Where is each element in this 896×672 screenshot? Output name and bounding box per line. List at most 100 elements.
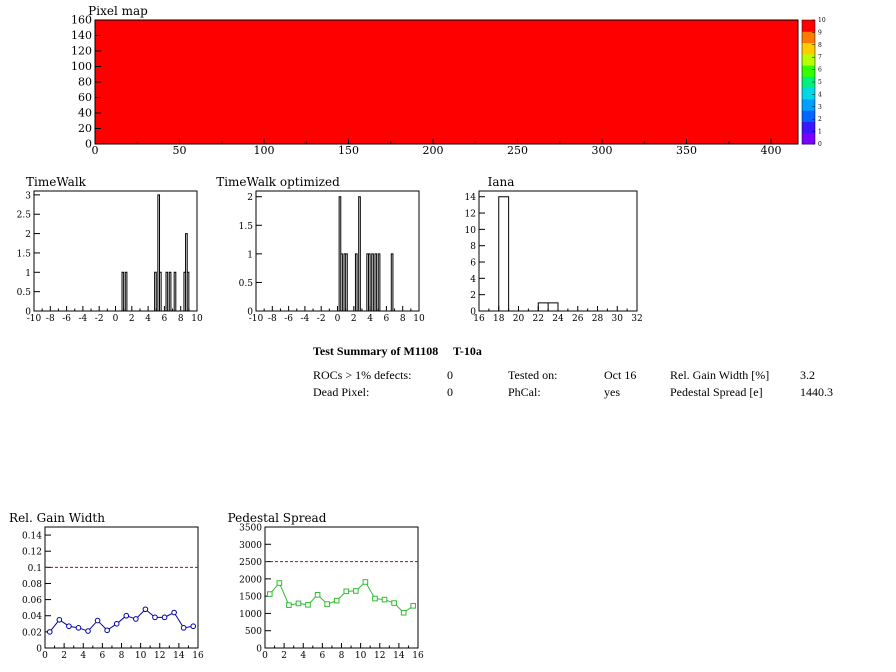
iana-y-tick-label: 0 [470, 308, 476, 318]
timewalk-y-tick-label: 0 [25, 308, 31, 318]
palette-tick-label: 1 [818, 129, 822, 136]
pixel-map-y-tick-label: 60 [78, 91, 92, 104]
timewalk-x-tick-label: -4 [79, 314, 88, 324]
palette-swatch [802, 20, 815, 32]
rel-gain-width-x-tick-label: 0 [42, 651, 48, 661]
timewalk-x-tick-label: -2 [95, 314, 104, 324]
timewalk-optimized-y-tick-label: 1.5 [239, 222, 254, 232]
timewalk-x-tick-label: 2 [129, 314, 135, 324]
pedestal-spread-x-tick-label: 2 [281, 651, 287, 661]
timewalk-optimized-x-tick-label: -8 [268, 314, 277, 324]
rel-gain-width-x-tick-label: 12 [154, 651, 165, 661]
pedestal-spread-x-tick-label: 0 [262, 651, 268, 661]
phcal-label: PhCal: [508, 385, 541, 399]
pixel-map-x-tick-label: 200 [422, 144, 443, 157]
rel-gain-width-x-tick-label: 16 [192, 651, 204, 661]
palette-tick-label: 4 [818, 91, 822, 98]
iana-x-tick-label: 26 [572, 314, 584, 324]
timewalk-y-tick-label: 2 [25, 230, 31, 240]
iana-y-tick-label: 8 [470, 242, 476, 252]
iana-y-tick-label: 6 [470, 259, 476, 269]
pixel-map-y-tick-label: 0 [85, 138, 92, 151]
pixel-map-y-tick-label: 120 [71, 45, 92, 58]
pixel-map-y-tick-label: 40 [78, 107, 92, 120]
pedestal-spread-x-tick-label: 12 [374, 651, 385, 661]
rel-gain-width-y-tick-label: 0.02 [22, 628, 42, 638]
timewalk-optimized-x-tick-label: -2 [317, 314, 326, 324]
rel-gain-width-y-tick-label: 0 [36, 645, 42, 655]
rel-gain-width-point [56, 616, 63, 623]
timewalk-optimized-x-tick-label: 10 [413, 314, 425, 324]
pedestal-spread-point [400, 609, 407, 616]
palette-tick-label: 9 [818, 29, 822, 36]
rocs-defects-label: ROCs > 1% defects: [313, 368, 412, 382]
pedestal-spread-label: Pedestal Spread [e] [670, 385, 763, 399]
timewalk-optimized-x-tick-label: 4 [367, 314, 373, 324]
timewalk-x-tick-label: 10 [191, 314, 203, 324]
pedestal-spread-x-tick-label: 14 [393, 651, 405, 661]
iana-x-tick-label: 32 [631, 314, 642, 324]
summary-title: Test Summary of M1108 T-10a [313, 344, 482, 358]
palette-tick-label: 0 [818, 141, 822, 148]
palette-swatch [802, 98, 815, 111]
rel-gain-width-y-tick-label: 0.12 [22, 548, 42, 558]
timewalk-optimized-title: TimeWalk optimized [216, 175, 340, 189]
rel-gain-width-point [133, 616, 139, 622]
timewalk-optimized-y-tick-label: 0.5 [239, 279, 254, 289]
timewalk-optimized-histogram-outline [256, 196, 419, 312]
iana-y-tick-label: 2 [470, 291, 476, 301]
rel-gain-width-x-tick-label: 14 [173, 651, 185, 661]
pedestal-spread-point [266, 591, 273, 597]
pedestal-spread-point [286, 602, 292, 608]
rel-gain-width-point [46, 629, 53, 635]
palette-tick-label: 7 [818, 54, 822, 61]
rel-gain-width-y-tick-label: 0.14 [22, 532, 42, 542]
pixel-map-y-tick-label: 20 [78, 122, 92, 135]
rel-gain-width-x-tick-label: 4 [80, 651, 86, 661]
pedestal-spread-value: 1440.3 [800, 385, 833, 399]
timewalk-y-tick-label: 0.5 [17, 288, 32, 298]
palette-swatch [802, 121, 815, 134]
rel-gain-width-y-tick-label: 0.04 [22, 612, 42, 622]
pixel-map-title: Pixel map [88, 4, 148, 18]
palette-swatch [802, 42, 815, 55]
palette-tick-label: 5 [818, 79, 822, 86]
timewalk-optimized-frame [255, 190, 420, 312]
timewalk-frame [33, 190, 198, 312]
pixel-map-x-tick-label: 250 [507, 144, 528, 157]
pixel-map-x-tick-label: 350 [676, 144, 697, 157]
tested-on-value: Oct 16 [604, 368, 637, 382]
pedestal-spread-x-tick-label: 6 [320, 651, 326, 661]
timewalk-y-tick-label: 3 [25, 191, 31, 201]
iana-y-tick-label: 12 [465, 210, 476, 220]
timewalk-optimized-x-tick-label: 6 [384, 314, 390, 324]
rel-gain-width-point [75, 625, 82, 631]
iana-x-tick-label: 20 [513, 314, 525, 324]
rel-gain-width-y-tick-label: 0.06 [22, 596, 42, 606]
pedestal-spread-point [362, 579, 369, 585]
timewalk-x-tick-label: 8 [178, 314, 184, 324]
dead-pixel-value: 0 [447, 385, 453, 399]
palette-tick-label: 8 [818, 42, 822, 49]
timewalk-optimized-x-tick-label: -6 [284, 314, 293, 324]
pedestal-spread-point [391, 600, 397, 606]
palette-swatch [802, 31, 815, 44]
timewalk-x-tick-label: -10 [27, 314, 42, 324]
palette-swatch [802, 65, 815, 77]
rel-gain-width-point [94, 617, 101, 624]
pedestal-spread-x-tick-label: 10 [355, 651, 367, 661]
timewalk-x-tick-label: 0 [113, 314, 119, 324]
pixel-map-y-tick-label: 160 [71, 14, 92, 27]
pedestal-spread-y-tick-label: 500 [245, 627, 262, 637]
timewalk-y-tick-label: 1.5 [17, 249, 32, 259]
timewalk-x-tick-label: 4 [145, 314, 151, 324]
rel-gain-width-point [152, 614, 158, 621]
iana-x-tick-label: 28 [592, 314, 604, 324]
timewalk-x-tick-label: -8 [46, 314, 55, 324]
iana-y-tick-label: 4 [470, 275, 476, 285]
iana-bar [548, 303, 558, 311]
pedestal-spread-point [333, 597, 340, 604]
iana-x-tick-label: 18 [493, 314, 505, 324]
rel-gain-width-title: Rel. Gain Width [9, 511, 105, 525]
